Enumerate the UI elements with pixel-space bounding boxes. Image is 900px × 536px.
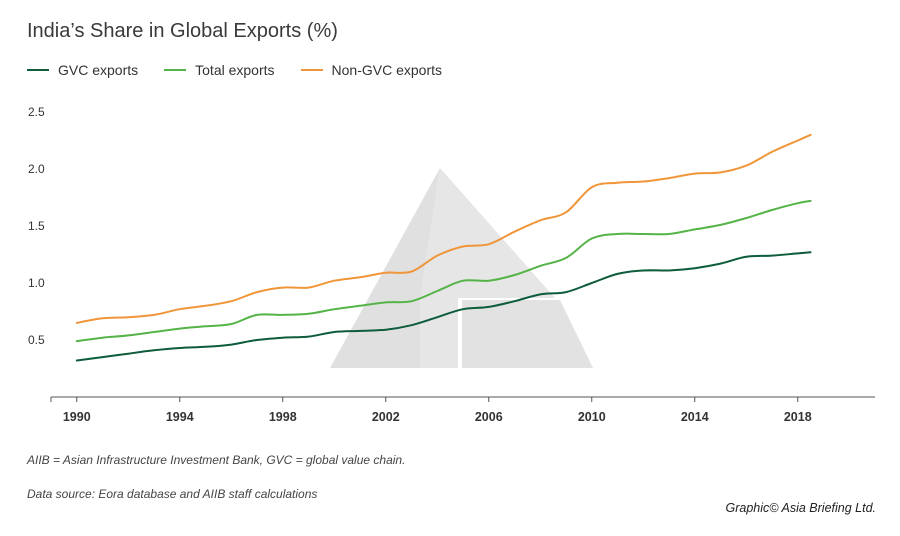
x-tick-label: 1994	[166, 410, 194, 424]
x-tick-label: 2010	[578, 410, 606, 424]
legend-label-total: Total exports	[195, 62, 275, 78]
x-tick-label: 2014	[681, 410, 709, 424]
footnote: AIIB = Asian Infrastructure Investment B…	[27, 453, 406, 467]
x-tick-label: 1998	[269, 410, 297, 424]
y-tick-label: 1.0	[28, 276, 45, 290]
series-line-total-exports	[75, 199, 812, 343]
x-tick-label: 1990	[63, 410, 91, 424]
chart-title: India’s Share in Global Exports (%)	[27, 20, 338, 42]
y-tick-label: 2.5	[28, 105, 45, 119]
x-tick-label: 2002	[372, 410, 400, 424]
legend-swatch-gvc	[27, 69, 49, 71]
legend: GVC exports Total exports Non-GVC export…	[27, 62, 442, 78]
legend-swatch-non-gvc	[300, 69, 323, 71]
y-tick-label: 2.0	[28, 162, 45, 176]
x-tick-label: 2006	[475, 410, 503, 424]
x-tick-label: 2018	[784, 410, 812, 424]
legend-item-non-gvc: Non-GVC exports	[300, 62, 442, 78]
y-tick-label: 0.5	[28, 333, 45, 347]
series-group	[75, 133, 812, 362]
legend-item-gvc: GVC exports	[27, 62, 138, 78]
y-tick-label: 1.5	[28, 219, 45, 233]
legend-label-non-gvc: Non-GVC exports	[331, 62, 442, 78]
watermark-logo	[330, 168, 593, 368]
axes: 1990 1994 1998 2002 2006 2010 2014 2018 0.5 1.0 1.…	[28, 105, 875, 424]
series-line-gvc-exports	[75, 251, 812, 362]
credit: Graphic© Asia Briefing Ltd.	[725, 501, 876, 515]
data-source: Data source: Eora database and AIIB staf…	[27, 487, 318, 501]
legend-label-gvc: GVC exports	[58, 62, 139, 78]
legend-swatch-total	[164, 69, 187, 71]
series-line-non-gvc-exports	[75, 133, 812, 324]
legend-item-total: Total exports	[164, 62, 275, 78]
